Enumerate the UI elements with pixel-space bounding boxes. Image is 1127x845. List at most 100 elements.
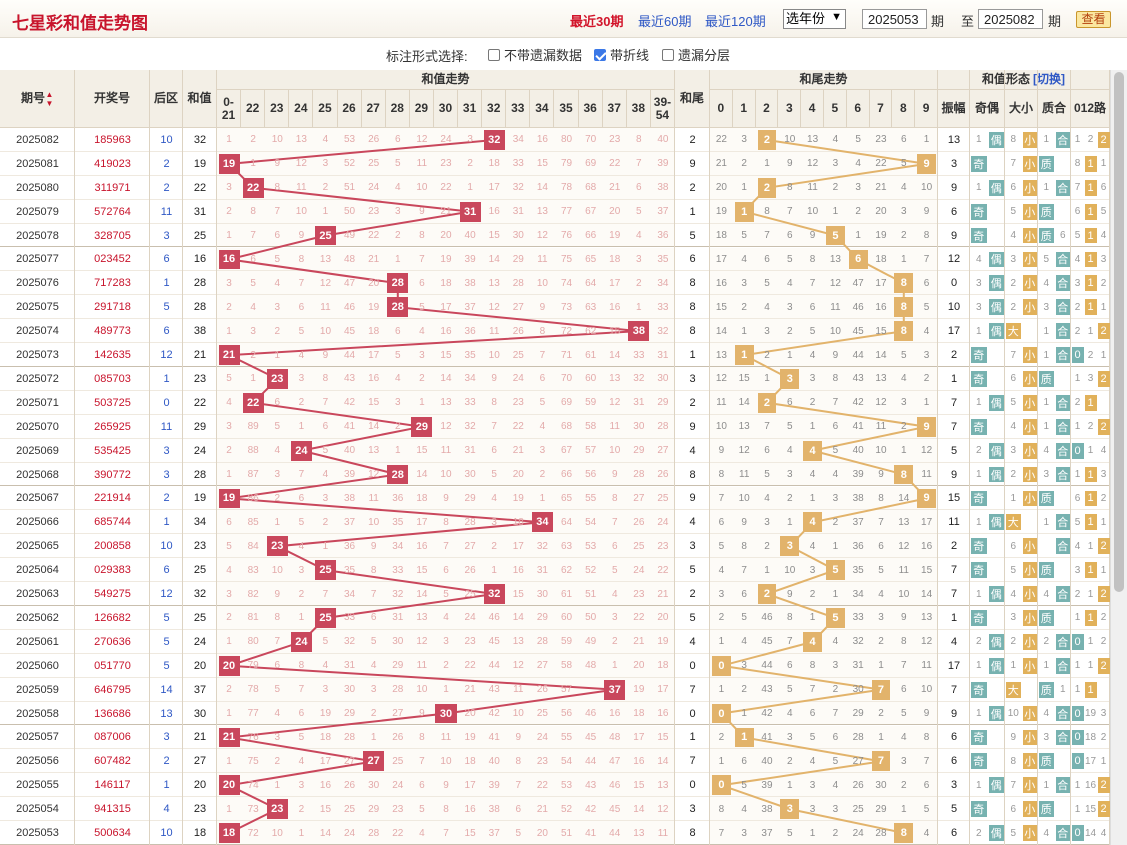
r012-miss: 1 [1100,158,1107,170]
r012-miss: 18 [1084,731,1097,743]
oe-miss [988,224,1006,248]
sum-miss-cell: 68 [560,421,573,433]
sum-miss-cell: 20 [633,660,645,672]
bs-miss [1022,510,1039,534]
checkbox-no-missing[interactable] [488,48,500,61]
checkbox-layered[interactable] [662,48,674,61]
sum-miss-cell: 8 [636,134,642,146]
pc-miss [1055,152,1072,176]
number-cell: 607482 [94,755,131,768]
option-with-line[interactable]: 带折线 [594,45,649,64]
sum-miss-cell: 6 [395,325,401,337]
tail-miss-cell: 3 [809,779,816,791]
sum-miss-cell: 2 [322,182,329,194]
col-divider [674,70,675,845]
sum-ball: 28 [387,297,409,318]
sum-miss-cell: 83 [247,564,259,576]
tail-miss-cell: 2 [718,612,725,624]
sum-miss-cell: 31 [392,612,404,624]
scrollbar-thumb[interactable] [1114,72,1124,592]
period-cell: 2025069 [16,444,59,457]
sum-miss-cell: 3 [491,516,497,528]
r012-miss [1097,391,1110,415]
tail-ball: 7 [871,751,891,772]
option-layered[interactable]: 遗漏分层 [662,45,730,64]
tail-miss-cell: 22 [875,158,887,170]
form-col-header: 大小 [1005,90,1038,128]
sum-miss-cell: 1 [395,445,401,457]
tail-miss-cell: 7 [901,660,907,672]
back-cell: 1 [163,277,170,290]
sum-miss-cell: 21 [609,182,621,194]
pc-flag: 合 [1055,323,1070,340]
back-cell: 5 [163,611,170,624]
number-cell: 328705 [94,229,131,242]
tail-miss-cell: 8 [764,206,770,218]
period-cell: 2025075 [16,301,59,314]
back-cell: 6 [163,325,170,338]
r012-flag: 2 [1097,323,1110,340]
sum-miss-cell: 30 [512,230,524,242]
switch-link[interactable]: [切换] [1033,72,1065,86]
tail-miss-cell: 4 [809,755,816,767]
tail-ball: 0 [712,703,731,724]
sum-miss-cell: 2 [226,684,232,696]
tail-miss-cell: 11 [830,301,841,313]
query-button[interactable]: 查看 [1076,11,1111,28]
sum-miss-cell: 1 [226,230,232,242]
tail-miss-cell: 10 [921,684,933,696]
tail-ball: 3 [780,799,800,820]
year-select[interactable]: 选年份 ▼ [783,9,846,29]
tail-digit-header: 2 [755,90,779,128]
option-no-missing[interactable]: 不带遗漏数据 [488,45,582,64]
sum-miss-cell: 6 [322,421,329,433]
pc-flag: 合 [1055,275,1070,292]
col-header-period[interactable]: 期号 ▲▼ [0,70,75,128]
tail-miss-cell: 1 [764,564,770,576]
sum-miss-cell: 15 [464,827,476,839]
tail-miss-cell: 30 [852,684,864,696]
sum-miss-cell: 4 [250,301,256,313]
tail-miss-cell: 1 [718,684,725,696]
pc-miss: 3 [1043,301,1050,313]
sum-miss-cell: 16 [657,708,669,720]
link-last-30[interactable]: 最近30期 [570,14,624,29]
bs-flag: 小 [1022,777,1037,794]
from-period-input[interactable] [862,9,927,29]
pc-miss: 1 [1043,660,1050,672]
sum-miss-cell: 4 [274,277,281,289]
oe-miss: 3 [975,277,982,289]
sum-miss-cell: 28 [657,421,669,433]
tail-miss-cell: 10 [898,588,910,600]
tail-miss-cell: 5 [809,325,816,337]
sum-miss-cell: 30 [464,469,476,481]
tail-cell: 4 [689,635,696,648]
sum-miss-cell: 13 [609,373,621,385]
tail-miss-cell: 4 [901,182,907,194]
sum-miss-cell: 4 [226,564,232,576]
sum-miss-cell: 1 [370,731,377,743]
bs-flag: 小 [1022,299,1037,316]
checkbox-with-line[interactable] [594,48,606,61]
oe-miss [988,726,1006,750]
to-period-input[interactable] [978,9,1043,29]
tail-digit-header: 8 [892,90,916,128]
tail-miss-cell: 4 [787,708,793,720]
link-last-60[interactable]: 最近60期 [638,14,692,29]
back-cell: 5 [163,659,170,672]
vertical-scrollbar[interactable] [1110,70,1127,845]
tail-ball: 1 [734,201,754,222]
sum-cell: 21 [193,731,207,744]
tail-digit-header: 4 [801,90,824,128]
oe-miss: 1 [975,708,982,720]
sum-miss-cell: 7 [250,230,256,242]
back-cell: 6 [163,253,170,266]
tail-ball: 0 [712,775,731,796]
sum-bin-header: 36 [578,90,603,128]
link-last-120[interactable]: 最近120期 [705,14,766,29]
sort-arrow-icon[interactable]: ▲▼ [45,89,54,108]
tail-cell: 5 [689,611,696,624]
sum-miss-cell: 34 [512,134,524,146]
sum-miss-cell: 15 [416,564,428,576]
group-header-sum-trend: 和值走势 [217,70,675,90]
